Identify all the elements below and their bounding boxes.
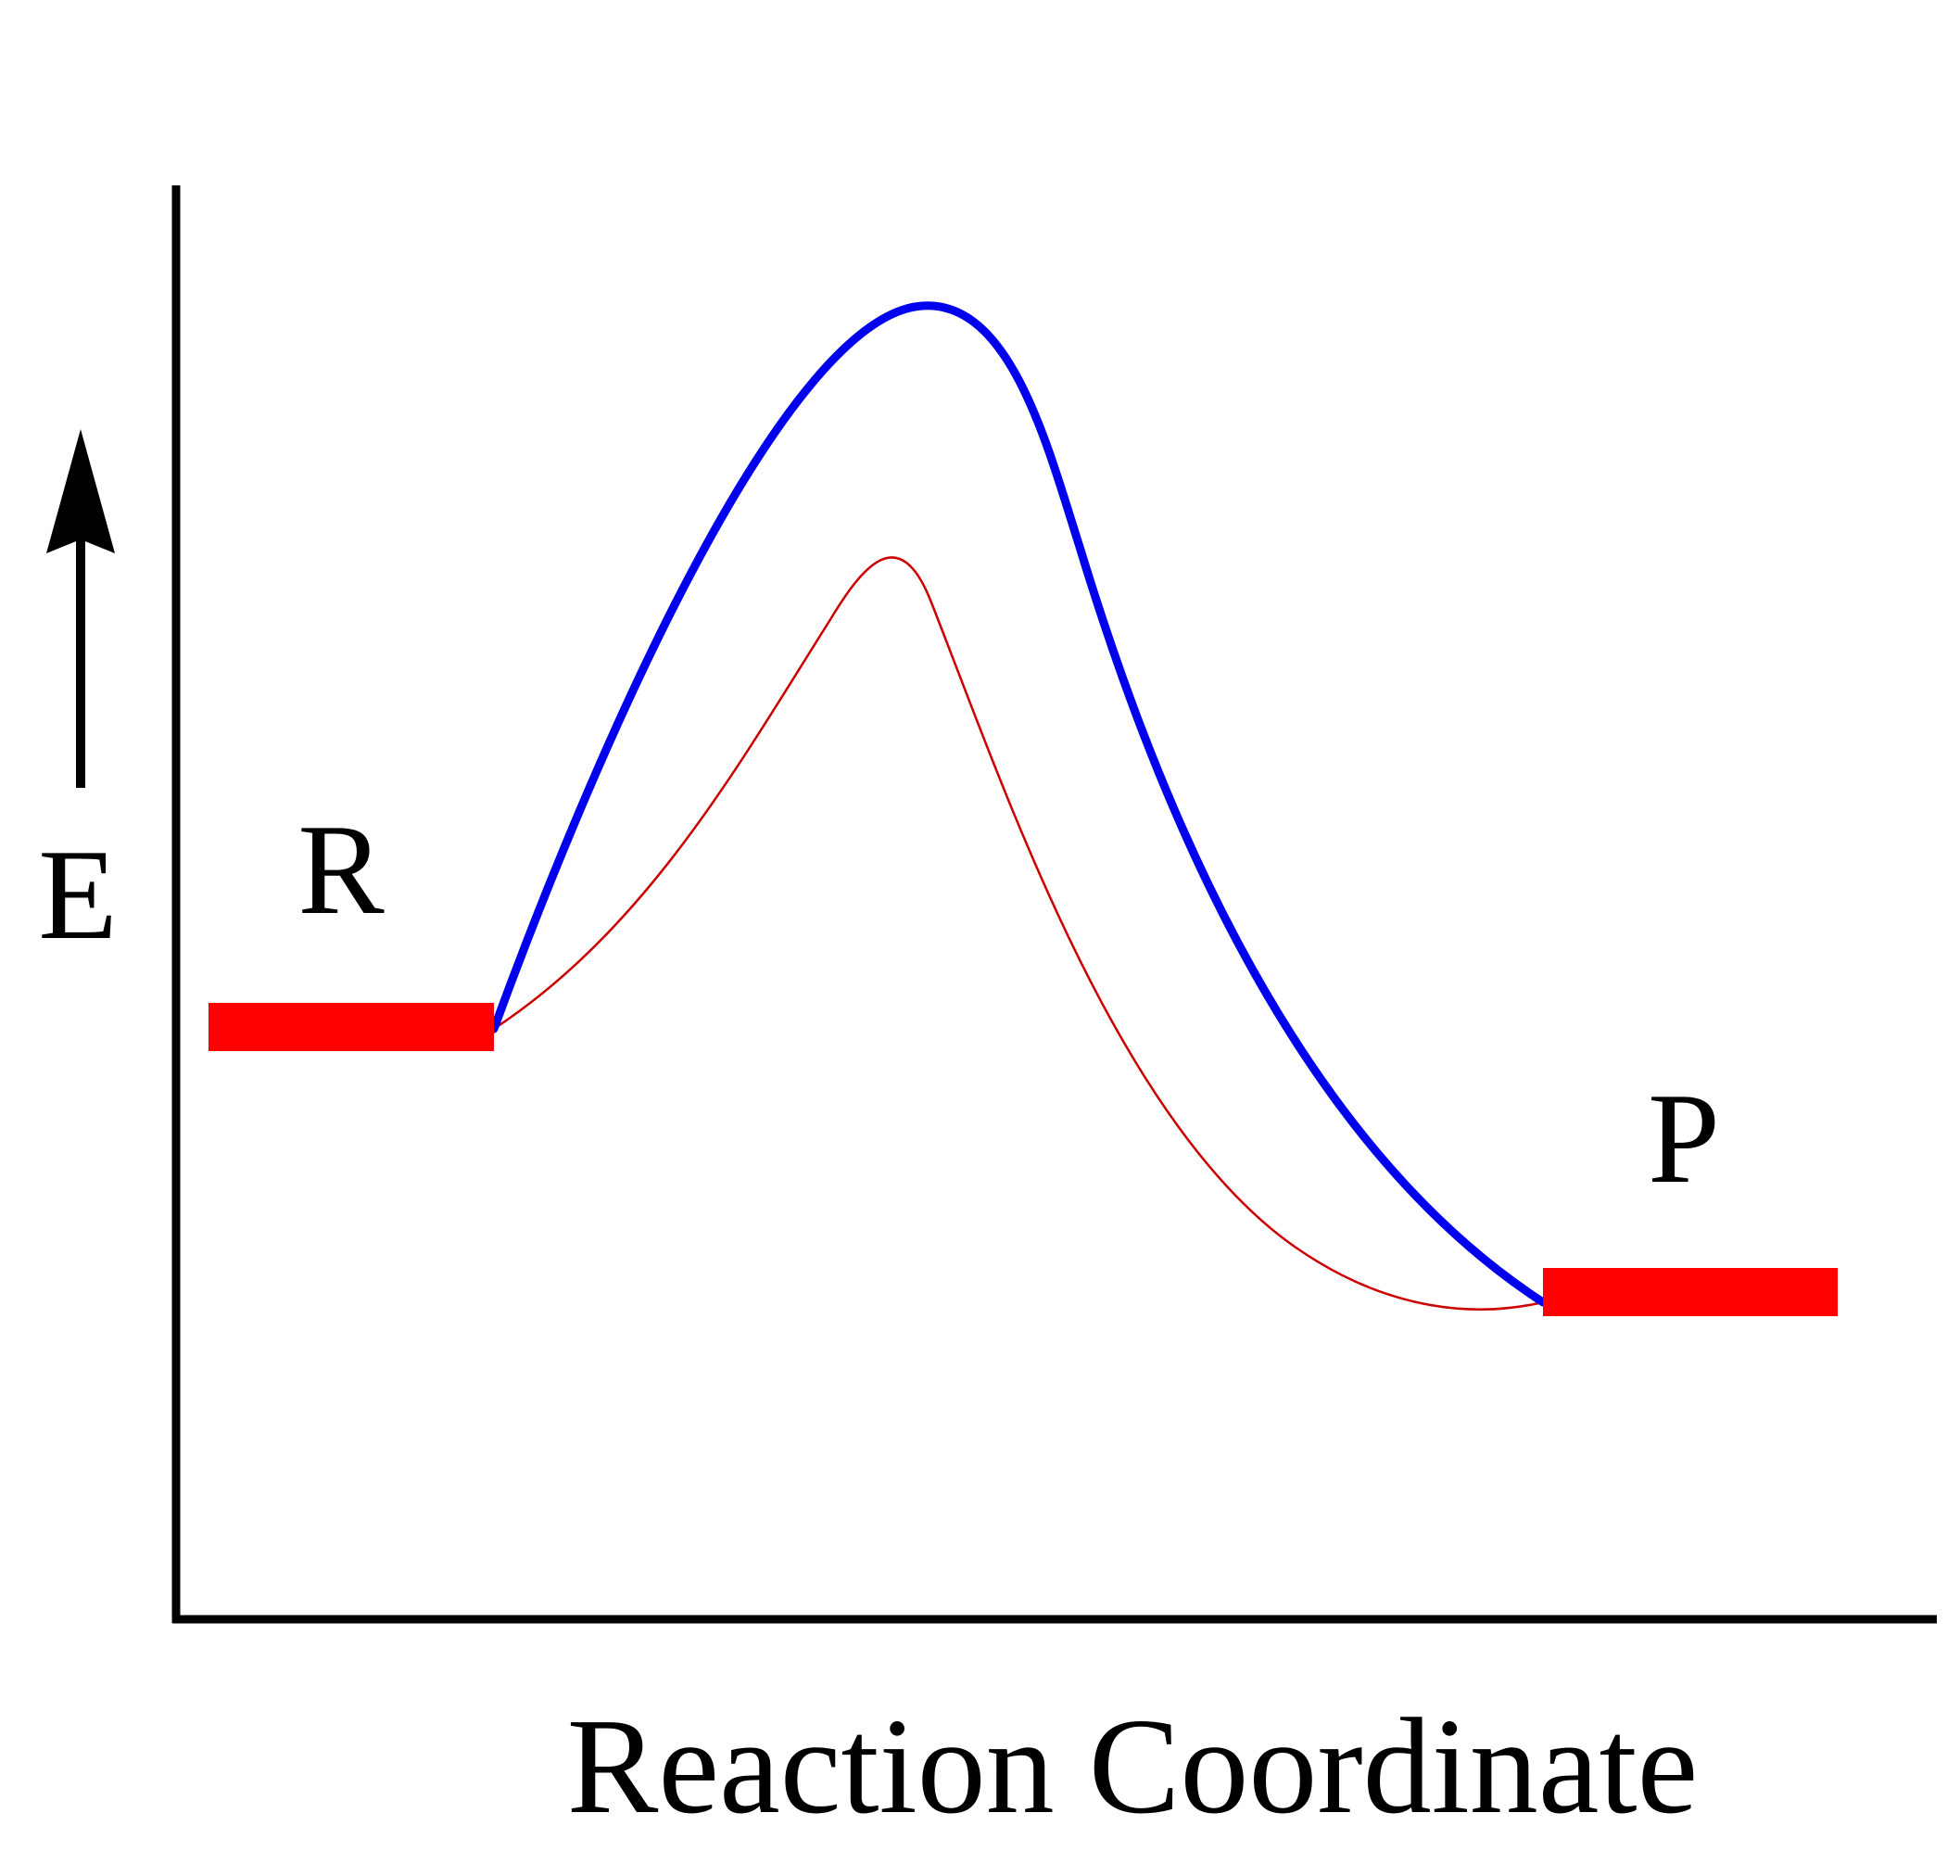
axes xyxy=(171,185,1937,1624)
catalyzed-pathway-curve xyxy=(493,556,1544,1311)
y-axis-label: E xyxy=(38,823,118,967)
energy-arrow-icon xyxy=(46,429,115,788)
product-energy-level xyxy=(1543,1268,1838,1316)
x-axis-label: Reaction Coordinate xyxy=(567,1691,1699,1843)
uncatalyzed-pathway-curve xyxy=(489,301,1548,1307)
product-label: P xyxy=(1648,1067,1720,1211)
reactant-energy-level xyxy=(209,1003,494,1051)
reactant-label: R xyxy=(297,798,385,942)
